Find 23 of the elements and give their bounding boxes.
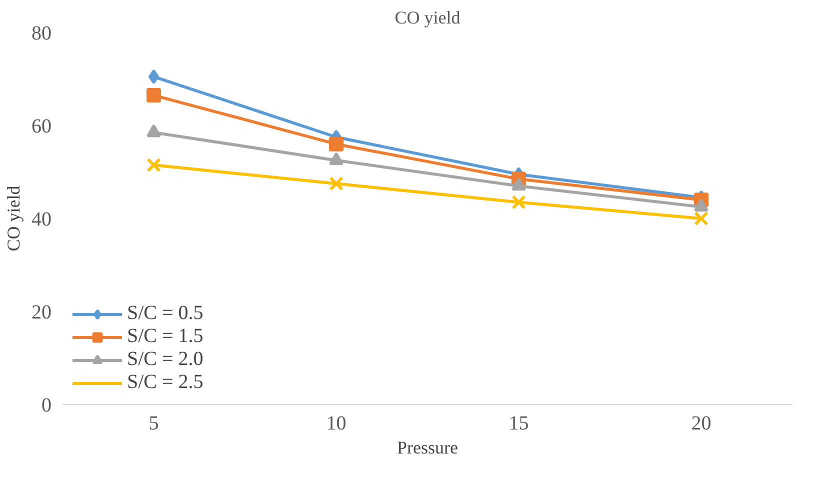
point	[329, 136, 344, 152]
y-tick-label: 60	[32, 116, 52, 138]
point	[512, 195, 526, 209]
x-axis-title: Pressure	[397, 438, 458, 458]
x-tick-label: 15	[508, 412, 529, 434]
y-tick-label: 0	[42, 394, 52, 416]
legend-label: S/C = 1.5	[127, 325, 204, 348]
chart-title: CO yield	[394, 8, 460, 28]
point	[694, 212, 708, 226]
point	[146, 88, 161, 103]
legend-label: S/C = 2.5	[127, 371, 204, 394]
point	[148, 69, 159, 84]
y-axis-title: CO yield	[4, 186, 24, 252]
x-tick-label: 20	[691, 412, 712, 434]
legend-label: S/C = 0.5	[127, 302, 204, 325]
y-tick-label: 40	[32, 208, 52, 230]
y-tick-label: 80	[32, 22, 52, 44]
y-tick-label: 20	[32, 302, 52, 324]
legend-label: S/C = 2.0	[127, 348, 204, 371]
point	[330, 176, 343, 190]
point	[147, 158, 160, 172]
x-tick-label: 10	[326, 412, 346, 434]
x-tick-label: 5	[148, 412, 159, 434]
